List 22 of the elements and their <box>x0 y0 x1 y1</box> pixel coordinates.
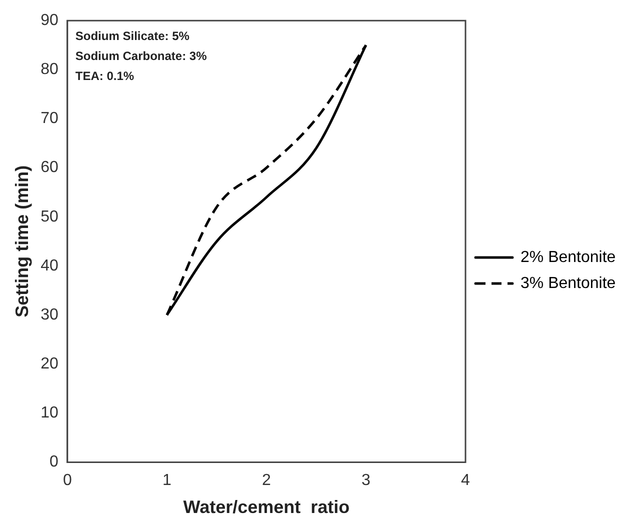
x-tick-label: 3 <box>362 472 371 490</box>
y-tick-label: 90 <box>40 12 58 30</box>
y-tick-label: 10 <box>40 404 58 422</box>
y-tick-label: 40 <box>40 257 58 274</box>
x-tick-label: 0 <box>62 472 72 490</box>
annotation: Sodium Carbonate: 3% <box>75 48 208 63</box>
legend-label: 3% Bentonite <box>520 274 616 292</box>
y-tick-label: 80 <box>40 61 58 78</box>
y-tick-label: 60 <box>40 159 58 176</box>
y-tick-label: 30 <box>40 306 58 324</box>
x-tick-label: 2 <box>262 472 271 490</box>
y-tick-label: 70 <box>40 110 58 128</box>
x-tick-label: 1 <box>162 472 172 490</box>
legend-label: 2% Bentonite <box>520 248 616 266</box>
annotation: TEA: 0.1% <box>75 68 134 83</box>
x-tick-label: 4 <box>461 472 470 490</box>
y-tick-label: 20 <box>40 355 58 372</box>
annotation: Sodium Silicate: 5% <box>75 28 190 43</box>
x-axis-title: Water/cement ratio <box>183 497 350 518</box>
y-tick-label: 50 <box>40 208 58 226</box>
y-tick-label: 0 <box>49 454 58 471</box>
y-axis-title: Setting time (min) <box>12 165 32 318</box>
